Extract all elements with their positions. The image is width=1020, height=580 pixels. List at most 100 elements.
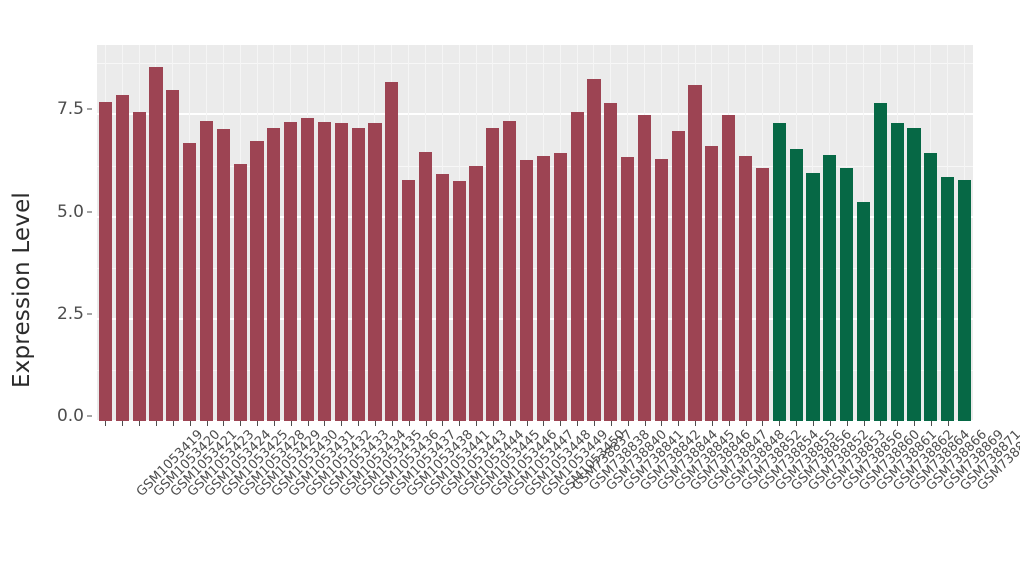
gridline-minor [97, 63, 973, 65]
bar[interactable] [604, 103, 618, 421]
y-axis-tick-mark [87, 415, 92, 417]
bar[interactable] [806, 172, 820, 421]
x-axis-tick-mark [139, 421, 141, 426]
x-axis-tick-mark [526, 421, 528, 426]
x-axis-tick-mark [796, 421, 798, 426]
bar[interactable] [755, 168, 769, 421]
x-axis-tick-mark [593, 421, 595, 426]
gridline-minor [97, 165, 973, 167]
bar[interactable] [789, 149, 803, 421]
x-axis-tick-mark [695, 421, 697, 426]
bar[interactable] [671, 130, 685, 421]
x-axis-tick-mark [678, 421, 680, 426]
x-axis-tick-mark [442, 421, 444, 426]
bar[interactable] [317, 121, 331, 421]
bar[interactable] [216, 128, 230, 421]
x-axis-tick-mark [897, 421, 899, 426]
bar[interactable] [183, 143, 197, 421]
x-axis-tick-mark [172, 421, 174, 426]
bars-layer [97, 45, 973, 421]
x-axis-tick-mark [543, 421, 545, 426]
x-axis-tick-mark [644, 421, 646, 426]
x-axis-tick-mark [492, 421, 494, 426]
x-axis-tick-mark [930, 421, 932, 426]
x-axis-tick-labels: GSM1053419 GSM1053420 GSM1053421 GSM1053423… [97, 427, 1020, 578]
x-axis-tick-mark [661, 421, 663, 426]
bar[interactable] [250, 141, 264, 421]
bar[interactable] [705, 146, 719, 421]
bar[interactable] [823, 155, 837, 421]
bar[interactable] [166, 89, 180, 421]
bar[interactable] [941, 176, 955, 421]
y-axis-tick-mark [87, 108, 92, 110]
y-axis-tick-label: 0.0 [56, 406, 84, 426]
bar[interactable] [115, 94, 129, 421]
bar[interactable] [907, 127, 921, 421]
x-axis-tick-mark [728, 421, 730, 426]
bar[interactable] [637, 115, 652, 421]
y-axis-tick-label: 5.0 [56, 201, 84, 222]
bar[interactable] [654, 158, 668, 421]
bar[interactable] [267, 127, 281, 421]
bar[interactable] [688, 85, 702, 421]
bar[interactable] [402, 179, 416, 421]
bar[interactable] [924, 153, 938, 421]
gridline-major [97, 113, 973, 116]
y-axis-tick-label: 2.5 [56, 303, 84, 324]
bar[interactable] [873, 103, 887, 421]
gridline-major [97, 420, 973, 421]
bar[interactable] [98, 102, 112, 421]
x-axis-tick-mark [846, 421, 848, 426]
bar[interactable] [385, 81, 399, 421]
gridline-major [97, 317, 973, 320]
x-axis-tick-mark [240, 421, 242, 426]
x-axis-tick-mark [829, 421, 831, 426]
x-axis-tick-mark [155, 421, 157, 426]
bar[interactable] [772, 123, 786, 421]
x-axis-tick-mark [627, 421, 629, 426]
y-axis-tick-labels: 0.0 2.5 5.0 7.5 [44, 40, 92, 426]
bar[interactable] [722, 115, 736, 421]
bar[interactable] [418, 152, 433, 421]
x-axis-tick-mark [358, 421, 360, 426]
plot-panel [97, 45, 973, 421]
bar[interactable] [856, 202, 871, 421]
bar[interactable] [132, 112, 146, 421]
x-axis-tick-marks [97, 421, 973, 427]
x-axis-tick-mark [425, 421, 427, 426]
x-axis-tick-mark [914, 421, 916, 426]
bar[interactable] [486, 127, 500, 421]
gridline-minor [97, 369, 973, 371]
bar[interactable] [301, 117, 315, 421]
bar[interactable] [840, 168, 854, 421]
bar[interactable] [958, 179, 972, 421]
bar[interactable] [284, 121, 298, 421]
bar[interactable] [739, 156, 753, 421]
bar[interactable] [587, 78, 601, 421]
x-axis-tick-mark [610, 421, 612, 426]
bar[interactable] [199, 121, 214, 421]
x-axis-tick-mark [947, 421, 949, 426]
bar[interactable] [351, 127, 365, 421]
bar[interactable] [233, 164, 247, 421]
bar[interactable] [435, 173, 449, 421]
bar[interactable] [570, 112, 584, 421]
bar[interactable] [890, 122, 904, 421]
bar[interactable] [149, 67, 163, 421]
x-axis-tick-mark [880, 421, 882, 426]
bar[interactable] [469, 165, 483, 421]
x-axis-tick-mark [341, 421, 343, 426]
x-axis-tick-mark [105, 421, 107, 426]
x-axis-tick-mark [391, 421, 393, 426]
bar[interactable] [368, 123, 382, 421]
y-axis-tick-label: 7.5 [56, 99, 84, 120]
x-axis-tick-mark [324, 421, 326, 426]
bar[interactable] [553, 153, 567, 421]
bar[interactable] [452, 180, 466, 421]
bar[interactable] [520, 160, 534, 421]
bar[interactable] [536, 156, 550, 421]
x-axis-tick-mark [459, 421, 461, 426]
bar[interactable] [621, 157, 635, 421]
bar[interactable] [503, 120, 517, 421]
bar[interactable] [334, 122, 348, 421]
